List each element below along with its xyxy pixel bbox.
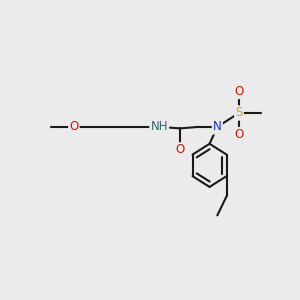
Text: S: S	[235, 106, 243, 119]
Text: NH: NH	[150, 120, 168, 134]
Text: O: O	[234, 128, 244, 141]
Text: O: O	[69, 120, 79, 134]
Text: N: N	[213, 120, 222, 134]
Text: O: O	[176, 143, 185, 157]
Text: O: O	[234, 85, 244, 98]
